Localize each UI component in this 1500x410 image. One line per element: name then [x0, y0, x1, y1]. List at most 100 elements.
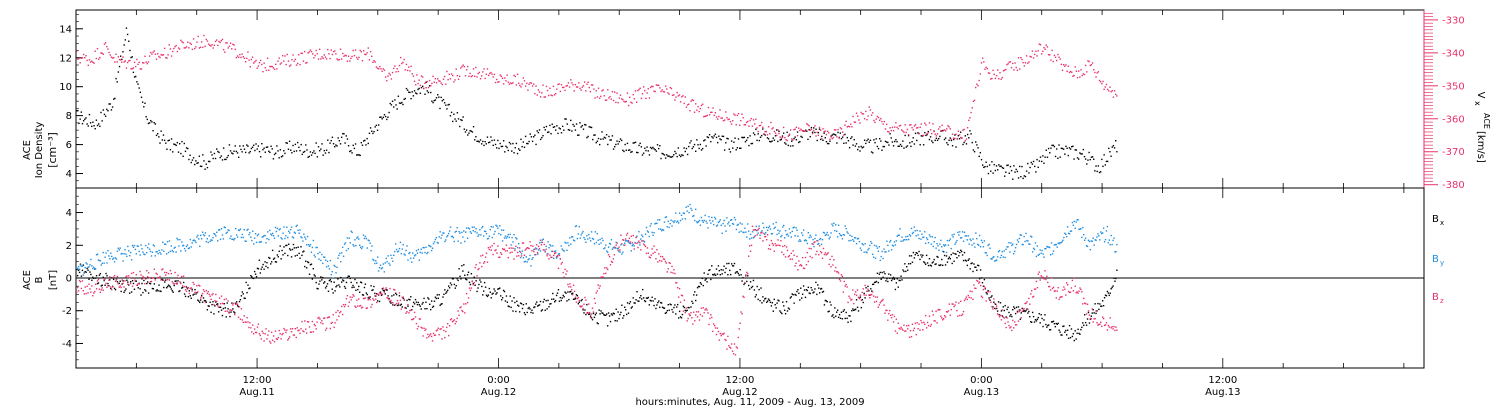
data-point: [783, 244, 786, 247]
data-point: [1066, 235, 1068, 238]
data-point: [844, 124, 846, 126]
data-point: [927, 131, 929, 134]
data-point: [654, 223, 656, 225]
data-point: [326, 260, 329, 263]
data-point: [970, 133, 972, 135]
data-point: [76, 267, 79, 270]
data-point: [483, 230, 486, 232]
data-point: [199, 297, 202, 299]
data-point: [809, 135, 811, 138]
data-point: [545, 299, 547, 302]
data-point: [109, 276, 111, 278]
data-point: [626, 92, 629, 94]
data-point: [941, 246, 943, 248]
data-point: [423, 327, 425, 329]
data-point: [185, 286, 188, 288]
data-point: [596, 322, 598, 324]
data-point: [172, 251, 174, 253]
data-point: [943, 254, 946, 257]
data-point: [681, 154, 683, 156]
data-point: [344, 303, 347, 306]
data-point: [391, 100, 394, 102]
data-point: [676, 306, 678, 308]
data-point: [198, 155, 201, 157]
data-point: [423, 87, 425, 90]
data-point: [776, 244, 778, 246]
data-point: [433, 334, 436, 336]
data-point: [1025, 170, 1028, 172]
data-point: [343, 243, 346, 245]
data-point: [419, 84, 422, 87]
data-point: [322, 323, 324, 325]
data-point: [970, 239, 972, 242]
data-point: [467, 227, 470, 229]
data-point: [688, 306, 690, 309]
data-point: [303, 250, 305, 252]
data-point: [1056, 148, 1058, 150]
data-point: [672, 311, 674, 313]
data-point: [778, 300, 780, 302]
data-point: [231, 238, 233, 240]
data-point: [214, 157, 217, 160]
data-point: [262, 332, 264, 334]
data-point: [861, 147, 864, 149]
data-point: [277, 235, 279, 237]
data-point: [253, 62, 255, 64]
data-point: [386, 261, 388, 263]
data-point: [638, 230, 640, 233]
data-point: [452, 120, 454, 123]
data-point: [324, 152, 327, 154]
data-point: [457, 310, 459, 312]
data-point: [441, 338, 443, 340]
data-point: [650, 223, 652, 225]
data-point: [732, 265, 735, 267]
data-point: [741, 223, 743, 225]
data-point: [329, 142, 331, 144]
data-point: [899, 143, 902, 146]
data-point: [231, 48, 233, 50]
data-point: [1087, 60, 1089, 62]
data-point: [839, 280, 842, 282]
data-point: [303, 150, 306, 153]
data-point: [836, 271, 839, 273]
data-point: [376, 300, 379, 302]
data-point: [98, 274, 101, 276]
data-point: [479, 279, 481, 281]
data-point: [894, 244, 897, 246]
data-point: [157, 252, 159, 255]
data-point: [664, 312, 667, 315]
data-point: [865, 251, 867, 253]
data-point: [1047, 54, 1050, 56]
data-point: [151, 121, 153, 123]
data-point: [454, 323, 456, 325]
data-point: [794, 235, 796, 237]
data-point: [867, 249, 869, 251]
data-point: [482, 225, 484, 228]
data-point: [852, 289, 854, 291]
data-point: [836, 311, 838, 313]
data-point: [257, 323, 260, 325]
data-point: [384, 115, 387, 118]
data-point: [934, 133, 936, 135]
data-point: [89, 288, 91, 290]
data-point: [387, 75, 389, 77]
data-point: [887, 319, 889, 321]
data-point: [556, 255, 559, 257]
data-point: [1083, 155, 1086, 158]
data-point: [205, 301, 208, 303]
data-point: [314, 275, 316, 277]
data-point: [327, 265, 330, 267]
data-point: [205, 289, 208, 292]
data-point: [231, 152, 233, 154]
data-point: [718, 115, 720, 118]
data-point: [1037, 50, 1039, 52]
data-point: [1105, 160, 1108, 163]
data-point: [889, 133, 891, 135]
data-point: [232, 238, 234, 240]
data-point: [779, 139, 781, 141]
data-point: [275, 63, 277, 66]
data-point: [900, 129, 903, 131]
data-point: [428, 244, 430, 247]
data-point: [837, 272, 840, 274]
top-right-tick-label: -380: [1442, 180, 1465, 191]
